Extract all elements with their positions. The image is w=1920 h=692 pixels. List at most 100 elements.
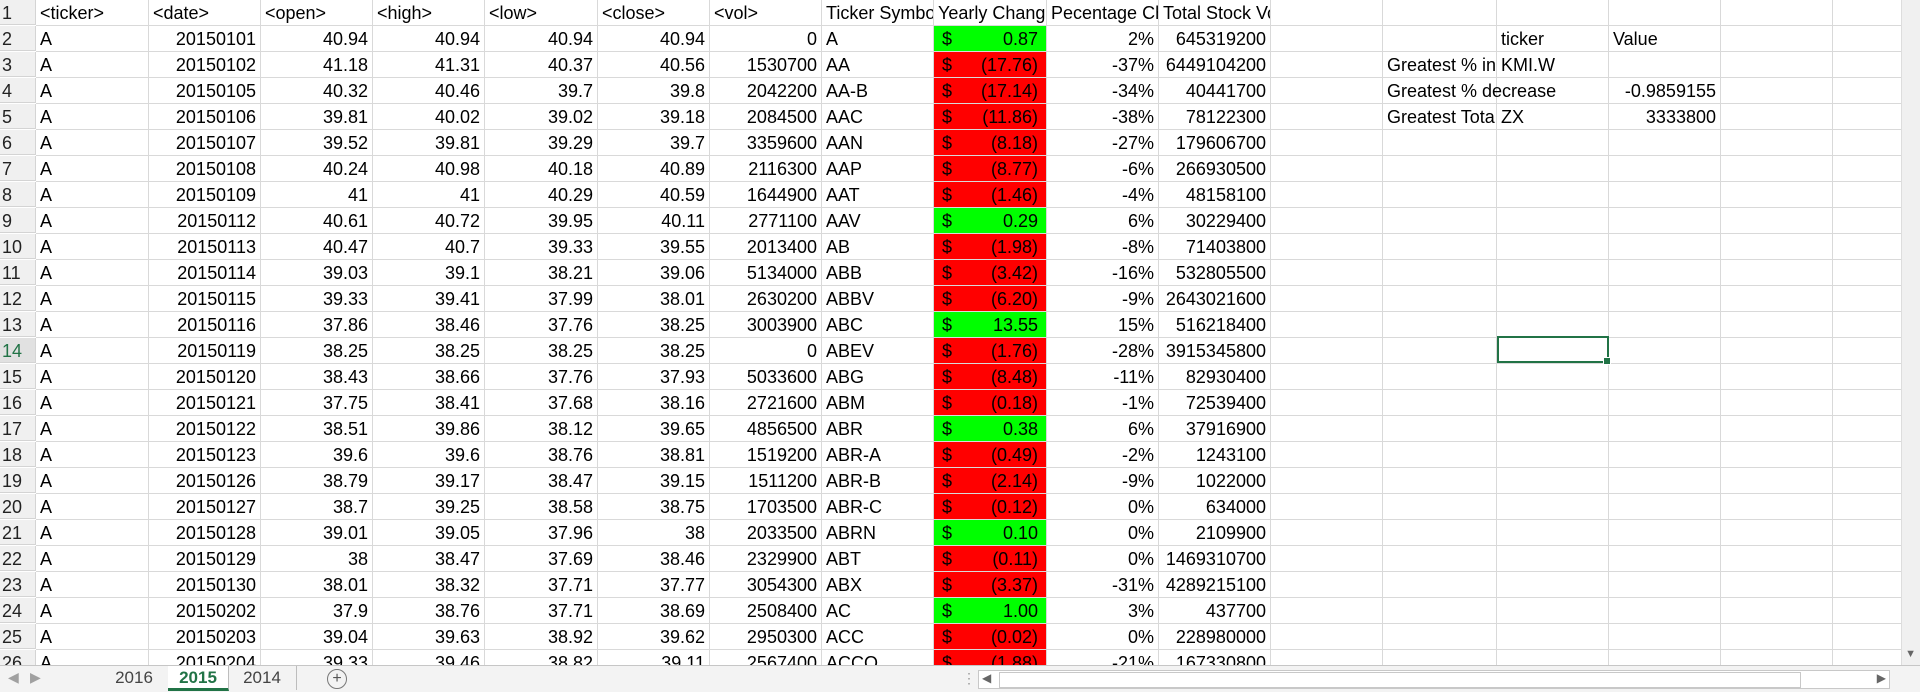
empty-cell[interactable] (1271, 468, 1383, 494)
close-cell[interactable]: 39.06 (598, 260, 710, 286)
empty-cell[interactable] (1383, 546, 1497, 572)
ticker-cell[interactable]: A (36, 156, 149, 182)
empty-cell[interactable] (1609, 156, 1721, 182)
empty-cell[interactable] (1497, 364, 1609, 390)
row-header[interactable]: 21 (0, 520, 36, 545)
yearly-change-cell[interactable]: $ (17.76) (934, 52, 1047, 78)
empty-cell[interactable] (1383, 442, 1497, 468)
row-header[interactable]: 2 (0, 26, 36, 51)
empty-cell[interactable] (1497, 260, 1609, 286)
empty-cell[interactable] (1383, 364, 1497, 390)
high-cell[interactable]: 41.31 (373, 52, 485, 78)
empty-cell[interactable] (1609, 52, 1721, 78)
empty-cell[interactable] (1497, 572, 1609, 598)
open-cell[interactable]: 38.43 (261, 364, 373, 390)
total-volume-cell[interactable]: 516218400 (1159, 312, 1271, 338)
low-cell[interactable]: 40.37 (485, 52, 598, 78)
volume-cell[interactable]: 2033500 (710, 520, 822, 546)
empty-cell[interactable] (1721, 52, 1833, 78)
ticker-cell[interactable]: A (36, 234, 149, 260)
date-cell[interactable]: 20150106 (149, 104, 261, 130)
empty-cell[interactable] (1721, 104, 1833, 130)
close-cell[interactable]: 39.11 (598, 650, 710, 665)
percentage-change-cell[interactable]: 0% (1047, 520, 1159, 546)
total-volume-cell[interactable]: 179606700 (1159, 130, 1271, 156)
yearly-change-cell[interactable]: $ (8.48) (934, 364, 1047, 390)
date-cell[interactable]: 20150123 (149, 442, 261, 468)
low-cell[interactable]: 37.76 (485, 364, 598, 390)
high-cell[interactable]: 38.66 (373, 364, 485, 390)
empty-cell[interactable] (1497, 312, 1609, 338)
date-cell[interactable]: 20150116 (149, 312, 261, 338)
empty-cell[interactable] (1383, 572, 1497, 598)
row-header[interactable]: 13 (0, 312, 36, 337)
column-header-cell[interactable]: Yearly Change (934, 0, 1047, 26)
open-cell[interactable]: 41 (261, 182, 373, 208)
row-header[interactable]: 7 (0, 156, 36, 181)
empty-cell[interactable] (1271, 234, 1383, 260)
horizontal-scrollbar[interactable]: ◀ ▶ (978, 670, 1890, 689)
empty-cell[interactable] (1609, 494, 1721, 520)
empty-cell[interactable] (1497, 650, 1609, 665)
row-header[interactable]: 19 (0, 468, 36, 493)
empty-cell[interactable] (1609, 130, 1721, 156)
ticker-cell[interactable]: A (36, 390, 149, 416)
empty-cell[interactable] (1271, 156, 1383, 182)
volume-cell[interactable]: 2508400 (710, 598, 822, 624)
empty-cell[interactable] (1609, 624, 1721, 650)
volume-cell[interactable]: 1519200 (710, 442, 822, 468)
high-cell[interactable]: 39.86 (373, 416, 485, 442)
add-sheet-button[interactable]: + (327, 669, 347, 689)
row-header[interactable]: 26 (0, 650, 36, 665)
open-cell[interactable]: 41.18 (261, 52, 373, 78)
yearly-change-cell[interactable]: $ (3.37) (934, 572, 1047, 598)
high-cell[interactable]: 39.17 (373, 468, 485, 494)
empty-cell[interactable] (1833, 598, 1902, 624)
high-cell[interactable]: 41 (373, 182, 485, 208)
scroll-left-arrow-icon[interactable]: ◀ (982, 671, 992, 685)
close-cell[interactable]: 38 (598, 520, 710, 546)
ticker-cell[interactable]: A (36, 442, 149, 468)
yearly-change-cell[interactable]: $ (6.20) (934, 286, 1047, 312)
scroll-down-arrow-icon[interactable]: ▼ (1905, 648, 1916, 660)
empty-cell[interactable] (1271, 572, 1383, 598)
empty-cell[interactable] (1833, 468, 1902, 494)
empty-cell[interactable] (1721, 442, 1833, 468)
prev-sheet-icon[interactable]: ◀ (8, 669, 19, 685)
low-cell[interactable]: 40.18 (485, 156, 598, 182)
column-header-cell[interactable]: <date> (149, 0, 261, 26)
empty-cell[interactable] (1833, 338, 1902, 364)
high-cell[interactable]: 40.7 (373, 234, 485, 260)
empty-cell[interactable] (1609, 286, 1721, 312)
ticker-cell[interactable]: A (36, 260, 149, 286)
high-cell[interactable]: 40.98 (373, 156, 485, 182)
high-cell[interactable]: 39.81 (373, 130, 485, 156)
empty-cell[interactable] (1609, 650, 1721, 665)
row-header[interactable]: 22 (0, 546, 36, 571)
yearly-change-cell[interactable]: $ (0.49) (934, 442, 1047, 468)
percentage-change-cell[interactable]: -11% (1047, 364, 1159, 390)
empty-cell[interactable] (1271, 260, 1383, 286)
empty-cell[interactable] (1721, 364, 1833, 390)
empty-cell[interactable] (1497, 286, 1609, 312)
row-header[interactable]: 10 (0, 234, 36, 259)
empty-cell[interactable] (1833, 312, 1902, 338)
volume-cell[interactable]: 3359600 (710, 130, 822, 156)
low-cell[interactable]: 38.25 (485, 338, 598, 364)
total-volume-cell[interactable]: 3915345800 (1159, 338, 1271, 364)
date-cell[interactable]: 20150115 (149, 286, 261, 312)
empty-cell[interactable] (1383, 260, 1497, 286)
row-header[interactable]: 15 (0, 364, 36, 389)
yearly-change-cell[interactable]: $ (8.77) (934, 156, 1047, 182)
ticker-cell[interactable]: A (36, 468, 149, 494)
open-cell[interactable]: 39.33 (261, 650, 373, 665)
row-header[interactable]: 16 (0, 390, 36, 415)
close-cell[interactable]: 40.11 (598, 208, 710, 234)
high-cell[interactable]: 39.05 (373, 520, 485, 546)
total-volume-cell[interactable]: 37916900 (1159, 416, 1271, 442)
percentage-change-cell[interactable]: 3% (1047, 598, 1159, 624)
row-header[interactable]: 9 (0, 208, 36, 233)
low-cell[interactable]: 38.21 (485, 260, 598, 286)
empty-cell[interactable] (1833, 0, 1902, 26)
total-volume-cell[interactable]: 82930400 (1159, 364, 1271, 390)
